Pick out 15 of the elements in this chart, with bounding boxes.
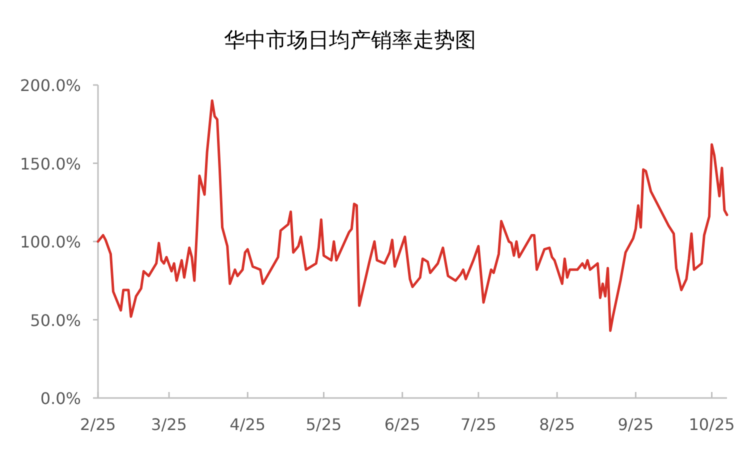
x-tick-label: 10/25 bbox=[688, 415, 735, 434]
x-tick-label: 4/25 bbox=[230, 415, 266, 434]
x-tick-label: 5/25 bbox=[306, 415, 342, 434]
title: 华中市场日均产销率走势图 bbox=[224, 28, 476, 52]
x-tick-label: 3/25 bbox=[151, 415, 187, 434]
y-tick-label: 50.0% bbox=[30, 310, 81, 330]
x-tick-label: 8/25 bbox=[539, 415, 576, 434]
y-tick-label: 100.0% bbox=[20, 232, 81, 252]
y-tick-label: 150.0% bbox=[20, 154, 81, 174]
x-tick-label: 9/25 bbox=[618, 415, 654, 434]
y-tick-label: 0.0% bbox=[40, 389, 81, 408]
x-tick-label: 2/25 bbox=[80, 415, 116, 434]
y-tick-label: 200.0% bbox=[20, 76, 81, 95]
x-tick-label: 6/25 bbox=[384, 415, 420, 434]
x-tick-label: 7/25 bbox=[460, 415, 496, 434]
